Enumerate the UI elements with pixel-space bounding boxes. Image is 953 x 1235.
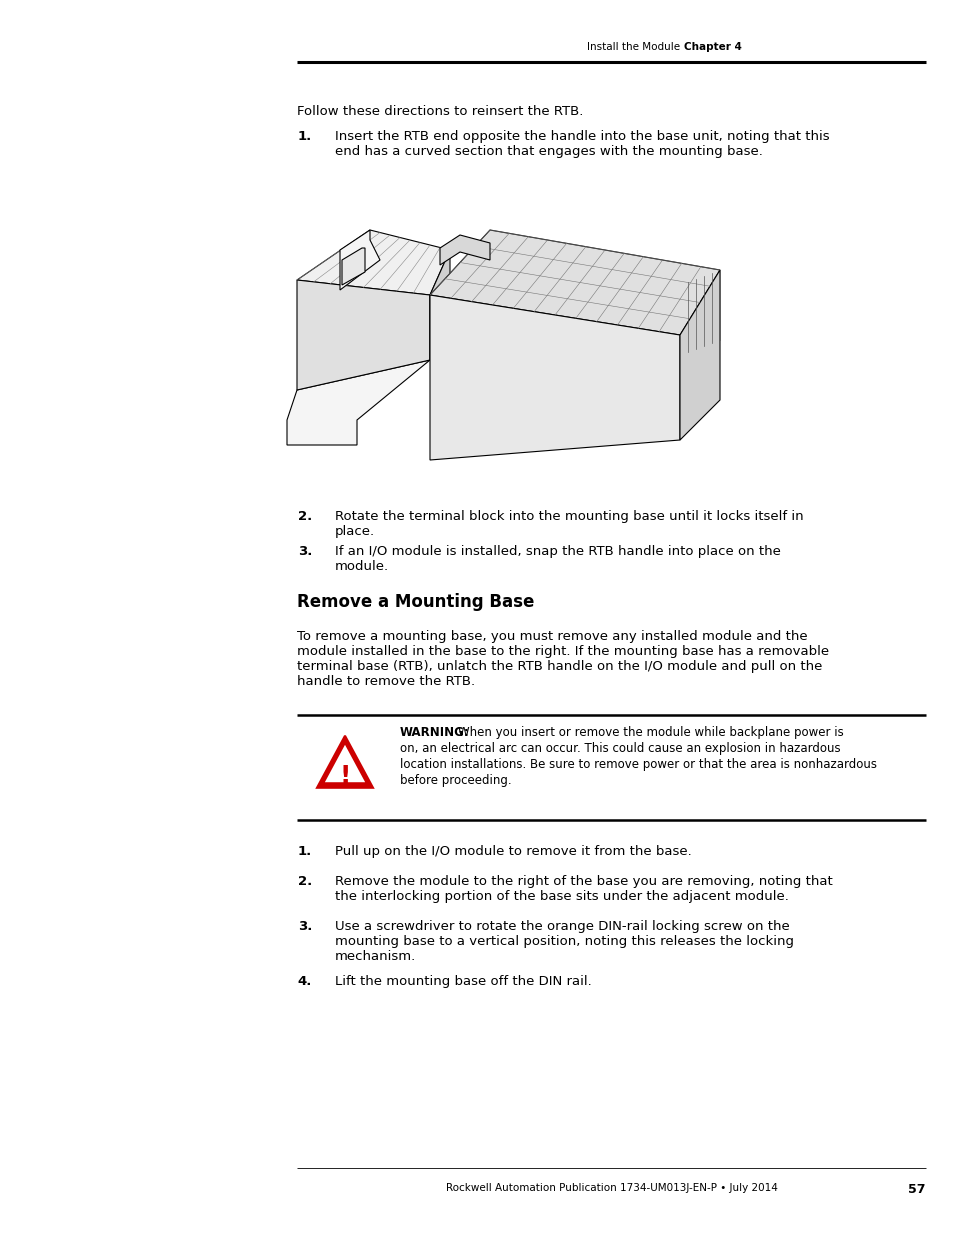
Text: 2.: 2.	[297, 510, 312, 522]
Text: Remove a Mounting Base: Remove a Mounting Base	[296, 593, 534, 611]
Text: Chapter 4: Chapter 4	[683, 42, 741, 52]
Text: Follow these directions to reinsert the RTB.: Follow these directions to reinsert the …	[296, 105, 583, 119]
Polygon shape	[325, 745, 365, 782]
Polygon shape	[430, 295, 679, 459]
Text: Pull up on the I/O module to remove it from the base.: Pull up on the I/O module to remove it f…	[335, 845, 691, 858]
Polygon shape	[316, 736, 373, 788]
Text: location installations. Be sure to remove power or that the area is nonhazardous: location installations. Be sure to remov…	[399, 758, 876, 771]
Text: 1.: 1.	[297, 845, 312, 858]
Text: Insert the RTB end opposite the handle into the base unit, noting that this
end : Insert the RTB end opposite the handle i…	[335, 130, 829, 158]
Text: Rotate the terminal block into the mounting base until it locks itself in
place.: Rotate the terminal block into the mount…	[335, 510, 802, 538]
Polygon shape	[430, 230, 720, 335]
Polygon shape	[296, 280, 430, 390]
Polygon shape	[296, 230, 450, 295]
Polygon shape	[287, 359, 430, 445]
Text: If an I/O module is installed, snap the RTB handle into place on the
module.: If an I/O module is installed, snap the …	[335, 545, 781, 573]
Text: When you insert or remove the module while backplane power is: When you insert or remove the module whi…	[457, 726, 842, 739]
Text: 3.: 3.	[297, 545, 312, 558]
Polygon shape	[439, 235, 490, 266]
Polygon shape	[339, 230, 379, 290]
Text: 4.: 4.	[297, 974, 312, 988]
Text: on, an electrical arc can occur. This could cause an explosion in hazardous: on, an electrical arc can occur. This co…	[399, 742, 840, 755]
Text: WARNING:: WARNING:	[399, 726, 469, 739]
Text: !: !	[339, 764, 351, 788]
Polygon shape	[430, 249, 450, 359]
Text: Use a screwdriver to rotate the orange DIN-rail locking screw on the
mounting ba: Use a screwdriver to rotate the orange D…	[335, 920, 793, 963]
Text: 3.: 3.	[297, 920, 312, 932]
Polygon shape	[679, 270, 720, 440]
Text: 1.: 1.	[297, 130, 312, 143]
Text: Lift the mounting base off the DIN rail.: Lift the mounting base off the DIN rail.	[335, 974, 591, 988]
Text: Remove the module to the right of the base you are removing, noting that
the int: Remove the module to the right of the ba…	[335, 876, 832, 903]
Text: before proceeding.: before proceeding.	[399, 774, 511, 787]
Text: To remove a mounting base, you must remove any installed module and the
module i: To remove a mounting base, you must remo…	[296, 630, 828, 688]
Text: Rockwell Automation Publication 1734-UM013J-EN-P • July 2014: Rockwell Automation Publication 1734-UM0…	[445, 1183, 777, 1193]
Polygon shape	[341, 248, 365, 285]
Text: 2.: 2.	[297, 876, 312, 888]
Text: Install the Module: Install the Module	[586, 42, 679, 52]
Text: 57: 57	[907, 1183, 925, 1195]
